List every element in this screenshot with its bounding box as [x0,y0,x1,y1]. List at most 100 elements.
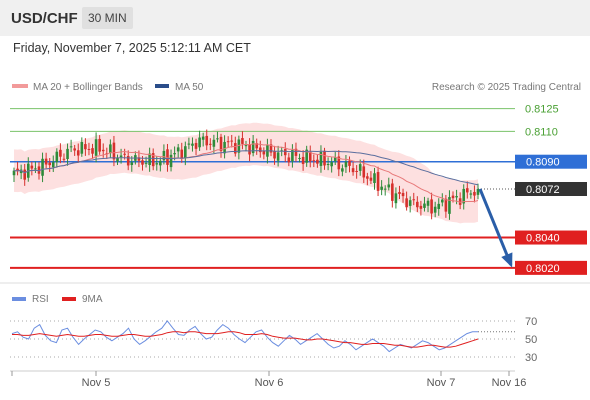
candle-body [91,148,94,154]
forecast-arrow-head [501,252,513,268]
ma20-line [13,143,479,203]
candle-body [412,199,416,201]
candle-body [187,143,191,145]
candle-body [394,193,398,204]
candle-body [269,144,273,153]
rsi-layer: 70 50 30 [10,316,537,364]
candle-body [344,161,348,168]
candle-body [162,150,166,161]
candle-body [287,157,291,163]
level-0-8020-label: 0.8020 [526,263,560,275]
candle-body [233,143,237,154]
candle-body [205,135,209,146]
candle-body [176,147,180,152]
candle-body [398,192,401,194]
candle-body [37,166,41,174]
candle-body [291,150,294,162]
candle-body [126,155,130,166]
candle-body [219,136,223,152]
candle-body [23,169,27,180]
level-0-8090-tag [515,154,587,169]
candle-body [51,162,55,168]
candle-body [237,139,241,153]
timestamp: Friday, November 7, 2025 5:12:11 AM CET [13,41,251,55]
candle-body [387,184,391,188]
candle-body [455,196,458,198]
candle-body [66,148,69,159]
candle-body [94,139,98,156]
candle-body [112,142,116,160]
candle-body [76,150,80,156]
candle-body [298,157,301,159]
level-0-8020-tag [515,260,587,275]
candle-body [62,158,66,160]
candle-body [462,188,466,204]
bollinger-band-layer [14,122,478,224]
current-price-label: 0.8072 [526,184,560,196]
x-tick-label: Nov 16 [492,377,527,389]
candle-body [337,156,341,170]
price-levels-layer: 0.8125 0.8110 0.8090 0.8040 0.8020 0.8072 [10,104,587,275]
candle-body [323,150,326,166]
candle-body [87,148,91,150]
rsi-ma-line [12,331,479,348]
candle-body [194,142,198,149]
candle-body [184,146,187,159]
candle-body [423,203,426,208]
credit-text: Research © 2025 Trading Central [432,82,581,93]
candle-body [391,183,394,201]
forecast-layer [478,188,513,268]
candle-body [373,173,376,184]
candle-body [151,153,155,167]
candle-body [241,138,244,144]
bollinger-band [14,122,478,224]
candle-body [248,144,251,155]
candle-body [130,162,134,166]
candle-body [430,199,433,214]
interval-badge[interactable]: 30 MIN [82,7,133,29]
candle-body [198,137,201,148]
candle-body [223,141,226,154]
candle-body [273,151,276,159]
forecast-arrow-shaft [478,188,513,266]
candle-body [458,198,462,205]
rsi-ma-legend-swatch [62,297,76,301]
candle-body [366,176,369,179]
candle-body [316,159,319,164]
candle-body [444,198,448,212]
candle-body [258,147,262,153]
candle-body [98,138,101,152]
ma20-legend-swatch [12,84,28,88]
symbol-title[interactable]: USD/CHF [11,10,78,27]
candle-body [148,153,151,166]
candle-body [341,168,344,172]
candle-body [251,140,255,154]
candle-body [144,162,148,164]
candle-body [180,149,184,159]
candle-body [255,143,259,149]
candle-body [333,157,337,162]
rsi-tick-70: 70 [525,316,537,328]
candle-body [469,193,473,195]
ma50-line [13,150,479,186]
candle-body [201,136,205,140]
level-0-8040-label: 0.8040 [526,233,560,245]
candle-body [59,149,62,157]
candle-body [433,206,437,213]
candle-body [119,155,123,158]
candle-body [408,200,412,206]
candles-layer [12,129,480,220]
candle-body [159,160,162,166]
candle-body [101,149,105,152]
candle-body [44,158,48,165]
candle-body [416,201,419,208]
ma50-legend-swatch [155,84,169,88]
candle-body [41,158,44,176]
candle-body [312,160,316,162]
candle-body [80,141,84,154]
candle-body [173,153,176,155]
candle-body [69,146,73,148]
rsi-legend-swatch [12,297,26,301]
moving-average-layer [13,143,479,203]
x-tick-label: Nov 6 [255,377,284,389]
